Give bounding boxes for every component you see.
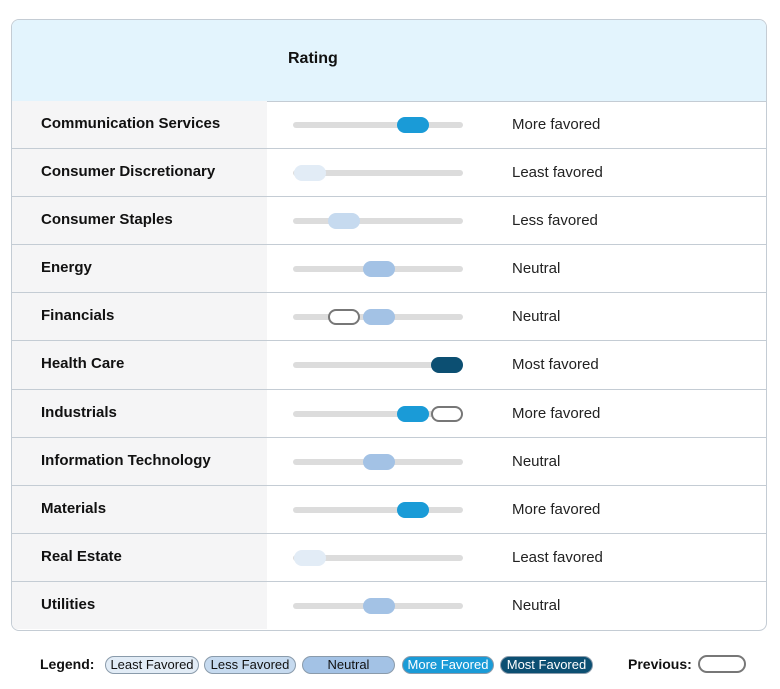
sector-cell xyxy=(12,101,267,149)
slider-track xyxy=(293,506,463,513)
previous-marker xyxy=(431,405,463,422)
table-row: Consumer Staples Less favored xyxy=(12,197,766,246)
slider-track xyxy=(293,554,463,561)
slider-track xyxy=(293,170,463,177)
rating-marker xyxy=(362,261,395,278)
slider-track xyxy=(293,362,463,369)
rating-label: Less favored xyxy=(512,212,598,230)
slider-track xyxy=(293,218,463,225)
previous-legend-label: Previous: xyxy=(628,656,692,672)
table-row: Information Technology Neutral xyxy=(12,437,766,486)
sector-name: Communication Services xyxy=(41,115,221,133)
sector-name: Energy xyxy=(41,259,92,277)
rating-marker xyxy=(294,165,326,182)
header-title: Rating xyxy=(288,50,338,67)
rating-label: Neutral xyxy=(512,308,561,326)
legend-title: Legend: xyxy=(40,656,95,672)
rating-label: Neutral xyxy=(512,260,561,278)
rating-label: Most favored xyxy=(512,356,599,374)
sector-cell xyxy=(12,581,267,629)
rating-marker xyxy=(396,117,429,134)
table-row: Communication Services More favored xyxy=(12,101,766,150)
sector-cell xyxy=(12,533,267,581)
rating-marker xyxy=(396,501,429,518)
sector-name: Information Technology xyxy=(41,451,211,469)
rating-marker xyxy=(362,309,395,326)
rating-label: Neutral xyxy=(512,596,561,614)
legend-item: Neutral xyxy=(302,656,395,674)
table-row: Utilities Neutral xyxy=(12,581,766,629)
sector-name: Financials xyxy=(41,307,115,325)
sector-name: Consumer Discretionary xyxy=(41,163,216,181)
legend-item: Least Favored xyxy=(105,656,199,674)
previous-legend-marker xyxy=(698,655,746,673)
rating-table: Rating Communication Services More favore… xyxy=(11,19,767,631)
sector-cell xyxy=(12,341,267,389)
table-row: Industrials More favored xyxy=(12,389,766,438)
sector-cell xyxy=(12,485,267,533)
slider-track xyxy=(293,410,463,417)
table-row: Financials Neutral xyxy=(12,293,766,342)
rating-label: More favored xyxy=(512,404,601,422)
sector-cell xyxy=(12,149,267,197)
rating-label: More favored xyxy=(512,116,601,134)
rating-marker xyxy=(328,213,361,230)
sector-cell xyxy=(12,437,267,485)
sector-name: Real Estate xyxy=(41,547,122,565)
rating-marker xyxy=(294,549,326,566)
rating-label: Neutral xyxy=(512,452,561,470)
table-row: Real Estate Least favored xyxy=(12,533,766,582)
sector-cell xyxy=(12,245,267,293)
sector-cell xyxy=(12,293,267,341)
table-row: Health Care Most favored xyxy=(12,341,766,390)
legend: Legend: Least Favored Less Favored Neutral M… xyxy=(0,650,780,680)
sector-name: Utilities xyxy=(41,595,96,613)
rating-label: More favored xyxy=(512,500,601,518)
sector-name: Health Care xyxy=(41,355,125,373)
sector-name: Industrials xyxy=(41,403,117,421)
rating-label: Least favored xyxy=(512,164,603,182)
previous-marker xyxy=(328,309,361,326)
sector-cell xyxy=(12,389,267,437)
rating-label: Least favored xyxy=(512,548,603,566)
legend-item: Most Favored xyxy=(500,656,593,674)
table-header: Rating xyxy=(12,20,766,102)
sector-cell xyxy=(12,197,267,245)
table-row: Consumer Discretionary Least favored xyxy=(12,149,766,198)
table-row: Energy Neutral xyxy=(12,245,766,294)
rating-marker xyxy=(396,405,429,422)
rating-marker xyxy=(431,357,463,374)
legend-item: Less Favored xyxy=(204,656,296,674)
table-row: Materials More favored xyxy=(12,485,766,534)
slider-track xyxy=(293,122,463,129)
rating-marker xyxy=(362,453,395,470)
sector-name: Materials xyxy=(41,499,107,517)
legend-item: More Favored xyxy=(402,656,494,674)
rating-marker xyxy=(362,597,395,614)
sector-name: Consumer Staples xyxy=(41,211,173,229)
